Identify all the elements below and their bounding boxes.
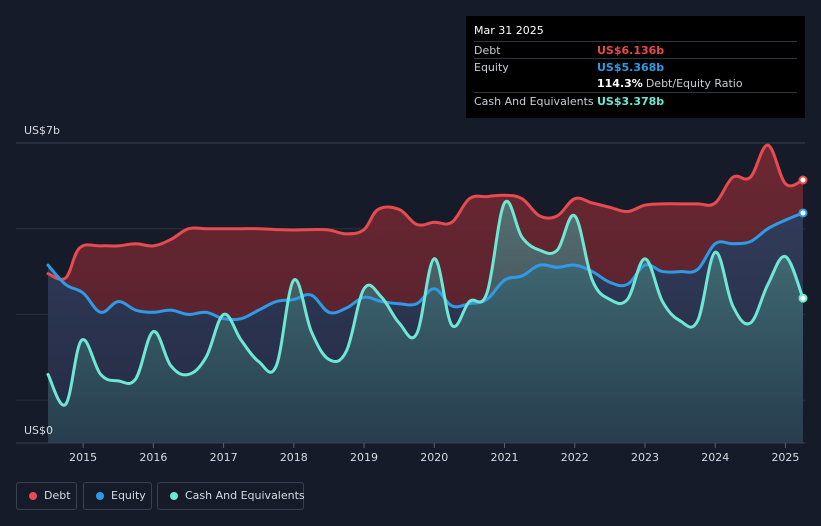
tooltip-ratio: 114.3% Debt/Equity Ratio (597, 77, 743, 90)
x-tick-label-2020: 2020 (420, 451, 448, 464)
tooltip-row-cash: Cash And Equivalents US$3.378b (474, 92, 797, 110)
data-tooltip: Mar 31 2025 Debt US$6.136b Equity US$5.3… (466, 16, 805, 118)
equity-dot-icon (96, 492, 104, 500)
x-tick-label-2016: 2016 (139, 451, 167, 464)
y-axis-top-label: US$7b (24, 124, 61, 137)
legend-item-equity[interactable]: Equity (83, 482, 152, 510)
tooltip-ratio-label: Debt/Equity Ratio (645, 77, 743, 90)
legend-item-debt[interactable]: Debt (16, 482, 77, 510)
debt-line (46, 143, 805, 281)
tooltip-cash-label: Cash And Equivalents (474, 95, 594, 108)
x-tick-label-2024: 2024 (701, 451, 729, 464)
cash-area (48, 201, 803, 443)
debt-end-marker (798, 175, 808, 185)
equity-end-marker (798, 208, 808, 218)
y-axis-bottom-label: US$0 (24, 424, 54, 437)
tooltip-equity-label: Equity (474, 61, 509, 74)
cash-dot-icon (170, 492, 178, 500)
x-tick-label-2017: 2017 (210, 451, 238, 464)
x-tick-label-2019: 2019 (350, 451, 378, 464)
legend-item-cash[interactable]: Cash And Equivalents (157, 482, 305, 510)
x-tick-label-2015: 2015 (69, 451, 97, 464)
tooltip-row-debt: Debt US$6.136b (474, 41, 797, 59)
x-tick-label-2025: 2025 (771, 451, 799, 464)
x-tick-label-2022: 2022 (561, 451, 589, 464)
debt-dot-icon (29, 492, 37, 500)
tooltip-row-equity: Equity US$5.368b (474, 58, 797, 76)
x-tick-label-2018: 2018 (280, 451, 308, 464)
legend-equity-label: Equity (111, 489, 146, 502)
tooltip-equity-value: US$5.368b (597, 61, 665, 74)
cash-end-marker (798, 293, 808, 303)
tooltip-date: Mar 31 2025 (474, 24, 544, 37)
tooltip-debt-label: Debt (474, 44, 501, 57)
tooltip-cash-value: US$3.378b (597, 95, 665, 108)
legend-debt-label: Debt (44, 489, 71, 502)
x-tick-label-2023: 2023 (631, 451, 659, 464)
tooltip-ratio-value: 114.3% (597, 77, 643, 90)
tooltip-row-ratio: 114.3% Debt/Equity Ratio (474, 75, 797, 92)
cash-line (46, 199, 805, 407)
tooltip-debt-value: US$6.136b (597, 44, 665, 57)
x-tick-label-2021: 2021 (491, 451, 519, 464)
legend-cash-label: Cash And Equivalents (185, 489, 305, 502)
